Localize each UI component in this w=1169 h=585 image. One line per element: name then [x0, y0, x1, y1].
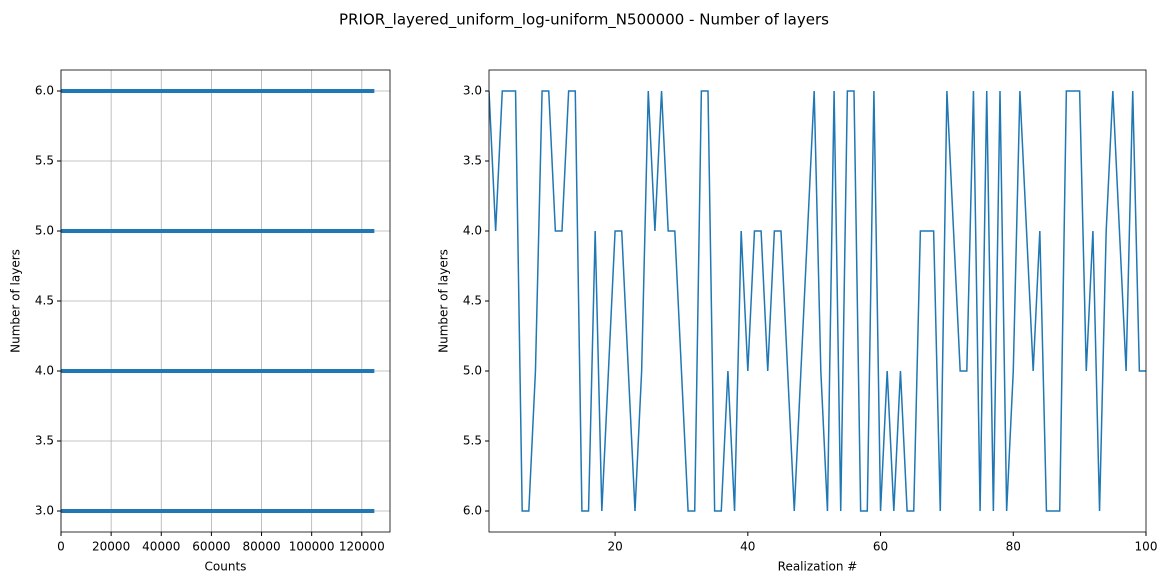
y-tick-label: 3.0 [463, 84, 482, 98]
bar [61, 89, 375, 93]
y-tick-label: 5.0 [463, 364, 482, 378]
bar [61, 229, 375, 233]
x-tick-label: 20000 [92, 540, 130, 554]
y-tick-label: 4.5 [463, 294, 482, 308]
x-tick-label: 60 [873, 540, 888, 554]
x-tick-label: 40 [740, 540, 755, 554]
x-tick-label: 20 [607, 540, 622, 554]
bar [61, 369, 375, 373]
data-line [489, 90, 1146, 512]
y-tick-label: 4.0 [35, 364, 54, 378]
x-tick-label: 80000 [242, 540, 280, 554]
x-axis-label: Realization # [778, 560, 858, 574]
y-tick-label: 4.5 [35, 294, 54, 308]
x-tick-label: 60000 [192, 540, 230, 554]
y-tick-label: 5.0 [35, 224, 54, 238]
x-axis-label: Counts [205, 560, 247, 574]
y-tick-label: 6.0 [35, 84, 54, 98]
axes-frame [60, 69, 391, 533]
y-axis-label: Number of layers [9, 249, 23, 353]
y-tick-label: 5.5 [463, 434, 482, 448]
y-tick-label: 3.0 [35, 504, 54, 518]
x-tick-label: 120000 [339, 540, 385, 554]
y-tick-label: 5.5 [35, 154, 54, 168]
bar [61, 509, 375, 513]
figure-title: PRIOR_layered_uniform_log-uniform_N50000… [339, 11, 829, 30]
y-tick-label: 3.5 [35, 434, 54, 448]
x-tick-label: 100000 [289, 540, 335, 554]
x-tick-label: 100 [1135, 540, 1158, 554]
y-tick-label: 6.0 [463, 504, 482, 518]
axes-frame [488, 69, 1147, 533]
x-tick-label: 80 [1006, 540, 1021, 554]
x-tick-label: 0 [57, 540, 65, 554]
y-axis-label: Number of layers [437, 249, 451, 353]
y-tick-label: 3.5 [463, 154, 482, 168]
y-tick-label: 4.0 [463, 224, 482, 238]
x-tick-label: 40000 [142, 540, 180, 554]
